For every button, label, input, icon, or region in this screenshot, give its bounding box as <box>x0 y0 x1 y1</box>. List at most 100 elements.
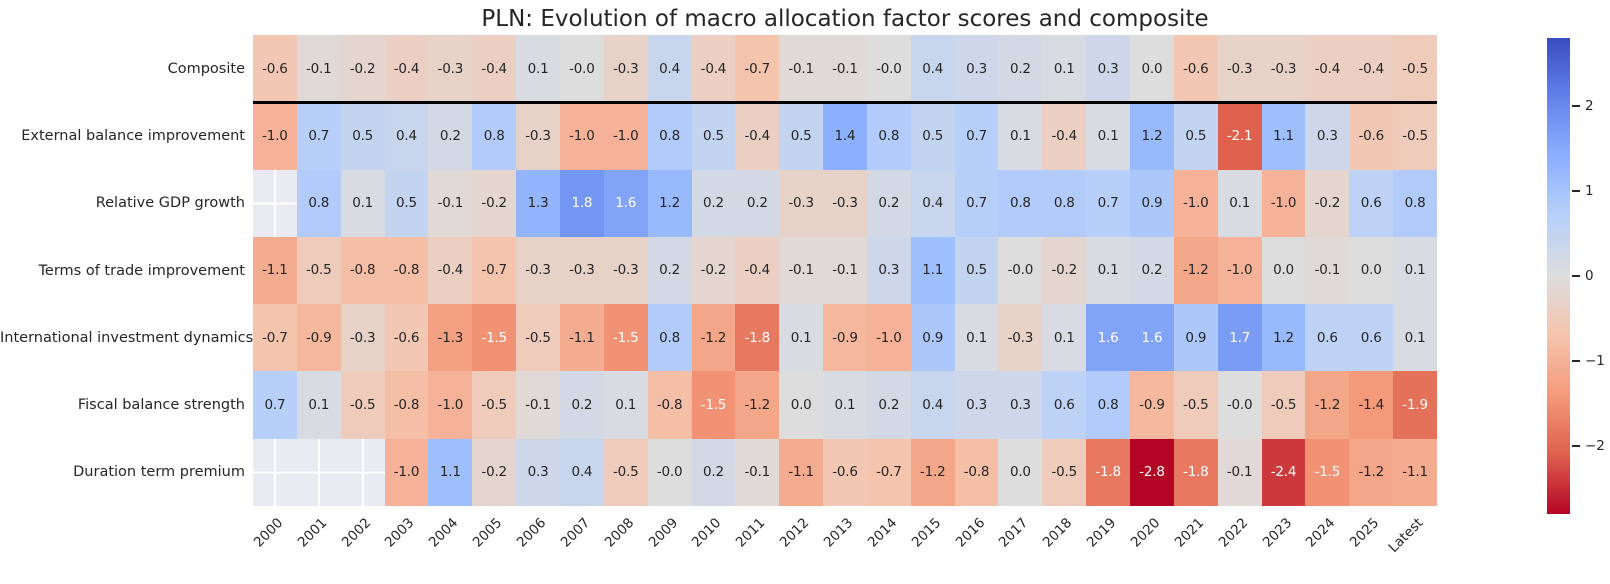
heatmap-cell: -0.0 <box>1217 371 1262 439</box>
x-tick-label: 2008 <box>601 515 638 551</box>
heatmap-cell: -0.1 <box>1305 236 1350 305</box>
heatmap-cell: 1.7 <box>1217 304 1262 372</box>
heatmap-cell: -0.7 <box>735 35 780 103</box>
heatmap-cell: -0.0 <box>866 35 911 103</box>
composite-separator-line <box>253 101 1437 104</box>
heatmap-cell: 0.1 <box>1042 35 1087 103</box>
heatmap-cell: 0.7 <box>1086 169 1131 237</box>
heatmap-cell: -2.8 <box>1130 438 1174 506</box>
heatmap-cell: 0.1 <box>340 169 385 237</box>
heatmap-cell: 1.2 <box>1261 304 1306 372</box>
heatmap-cell: 1.4 <box>823 102 867 170</box>
heatmap-cell: 0.3 <box>954 35 999 103</box>
heatmap-cell: -0.5 <box>1042 438 1087 506</box>
colorbar-tick-mark <box>1572 445 1580 447</box>
heatmap-cell: 0.6 <box>1305 304 1350 372</box>
heatmap-cell-empty <box>296 438 341 506</box>
heatmap-cell: 0.3 <box>954 371 999 439</box>
heatmap-cell: -1.8 <box>1086 438 1131 506</box>
heatmap-cell: 0.1 <box>954 304 999 372</box>
heatmap-cell: -0.1 <box>779 35 824 103</box>
colorbar-tick-mark <box>1572 105 1580 107</box>
heatmap-cell: -0.5 <box>516 304 560 372</box>
heatmap-cell: -0.3 <box>428 35 473 103</box>
heatmap-cell: -0.4 <box>735 102 780 170</box>
heatmap-cell: -0.4 <box>1305 35 1350 103</box>
heatmap-cell: -0.5 <box>1393 35 1437 103</box>
heatmap-cell: 0.9 <box>1173 304 1218 372</box>
heatmap-cell: -0.3 <box>998 304 1043 372</box>
heatmap-cell: 0.4 <box>910 35 955 103</box>
heatmap-cell: 0.0 <box>1130 35 1174 103</box>
heatmap-cell: 0.7 <box>296 102 341 170</box>
row-label: Composite <box>167 60 245 77</box>
heatmap-cell: -1.1 <box>779 438 824 506</box>
heatmap-cell: 1.6 <box>603 169 648 237</box>
heatmap-cell: -0.2 <box>691 236 736 305</box>
heatmap-cell: 0.2 <box>647 236 692 305</box>
heatmap-cell-empty <box>340 438 385 506</box>
heatmap-cell: -0.4 <box>384 35 429 103</box>
heatmap-cell: -0.4 <box>472 35 517 103</box>
heatmap-cell: 0.1 <box>1042 304 1087 372</box>
heatmap-cell: -1.1 <box>559 304 604 372</box>
colorbar-tick-label: −2 <box>1585 438 1605 454</box>
heatmap-cell: -0.1 <box>428 169 473 237</box>
heatmap-cell: 0.8 <box>1042 169 1087 237</box>
heatmap-cell: -0.9 <box>296 304 341 372</box>
colorbar-tick-mark <box>1572 360 1580 362</box>
heatmap-cell: 0.1 <box>1393 304 1437 372</box>
heatmap-cell: 0.6 <box>1042 371 1087 439</box>
heatmap-cell: 0.1 <box>1217 169 1262 237</box>
heatmap-cell: 0.1 <box>1086 236 1131 305</box>
heatmap-grid: -0.6 -0.1 -0.2 -0.4 -0.3 -0.4 0.1 -0.0 -0.3 0.4 -0… <box>253 35 1437 506</box>
heatmap-cell: -0.5 <box>1173 371 1218 439</box>
colorbar-tick-label: 0 <box>1585 268 1594 284</box>
x-tick-label: 2016 <box>952 515 988 551</box>
heatmap-cell: 1.1 <box>1261 102 1306 170</box>
heatmap-cell: -0.4 <box>691 35 736 103</box>
row-label: Terms of trade improvement <box>38 262 245 279</box>
heatmap-cell: -0.9 <box>1130 371 1174 439</box>
heatmap-cell: -1.2 <box>691 304 736 372</box>
heatmap-cell: 0.1 <box>779 304 824 372</box>
heatmap-cell: -1.5 <box>472 304 517 372</box>
heatmap-cell: -0.2 <box>472 169 517 237</box>
heatmap-cell: 0.8 <box>1086 371 1131 439</box>
row-label: External balance improvement <box>21 127 245 144</box>
heatmap-cell: 0.2 <box>559 371 604 439</box>
heatmap-cell: -0.2 <box>1305 169 1350 237</box>
heatmap-cell: -1.2 <box>1349 438 1394 506</box>
heatmap-cell: -0.8 <box>647 371 692 439</box>
heatmap-cell: 0.0 <box>1261 236 1306 305</box>
heatmap-cell: -0.6 <box>823 438 867 506</box>
heatmap-cell: -0.3 <box>340 304 385 372</box>
heatmap-cell: -0.0 <box>559 35 604 103</box>
heatmap-cell: 0.4 <box>910 371 955 439</box>
heatmap-cell: -0.9 <box>823 304 867 372</box>
x-tick-label: 2024 <box>1303 515 1339 551</box>
heatmap-cell: 1.6 <box>1130 304 1174 372</box>
x-tick-label: 2021 <box>1171 515 1208 551</box>
x-tick-label: 2000 <box>250 515 287 551</box>
heatmap-cell: 0.0 <box>998 438 1043 506</box>
heatmap-cell: -0.8 <box>954 438 999 506</box>
heatmap-cell: 0.9 <box>1130 169 1174 237</box>
heatmap-cell: -1.0 <box>384 438 429 506</box>
x-tick-label: 2020 <box>1127 515 1164 551</box>
heatmap-cell: 0.8 <box>998 169 1043 237</box>
heatmap-cell: -1.0 <box>428 371 473 439</box>
x-tick-label: 2015 <box>908 515 945 551</box>
heatmap-cell: -1.2 <box>1305 371 1350 439</box>
heatmap-cell: 0.8 <box>1393 169 1437 237</box>
heatmap-cell: -0.8 <box>340 236 385 305</box>
heatmap-cell: 0.8 <box>647 304 692 372</box>
colorbar-gradient <box>1547 38 1570 514</box>
x-tick-label: 2003 <box>382 515 418 551</box>
heatmap-cell: -1.0 <box>603 102 648 170</box>
heatmap-cell: -0.0 <box>998 236 1043 305</box>
colorbar-tick-mark <box>1572 275 1580 277</box>
heatmap-cell: 0.3 <box>1086 35 1131 103</box>
heatmap-cell: 0.5 <box>691 102 736 170</box>
heatmap-cell: -1.0 <box>866 304 911 372</box>
